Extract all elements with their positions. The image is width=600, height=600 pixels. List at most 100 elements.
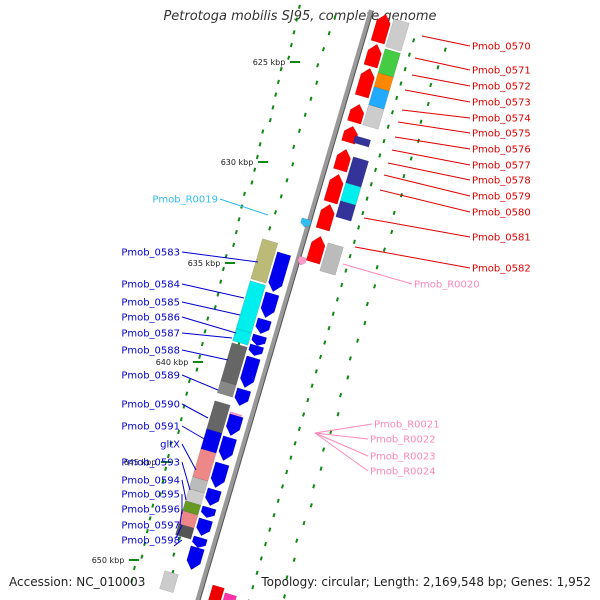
tick-layer: 625 kbp 630 kbp 635 kbp 640 kbp 645 kbp 650 k… — [92, 58, 300, 565]
skew-mark — [297, 128, 301, 134]
trna-label-left-leader — [219, 198, 269, 216]
gene-label-right: Pmob_0582 — [472, 264, 531, 275]
skew-mark — [273, 210, 278, 215]
skew-mark — [319, 354, 323, 360]
gene-label-left: gltX — [160, 440, 180, 451]
skew-mark — [295, 538, 299, 543]
gene-label-left-leader — [181, 316, 237, 334]
gene-label-right-leader — [397, 121, 471, 134]
gene-label-left-leader — [181, 461, 191, 491]
skew-mark — [276, 79, 280, 85]
skew-mark — [306, 397, 310, 403]
tick-label: 640 kbp — [156, 358, 189, 367]
summary-text: Topology: circular; Length: 2,169,548 bp… — [261, 575, 591, 589]
gene-label-right: Pmob_0570 — [472, 42, 531, 53]
skew-mark — [148, 516, 152, 521]
skew-mark — [164, 466, 168, 471]
skew-mark — [302, 520, 306, 526]
skew-mark — [319, 466, 323, 471]
skew-mark — [369, 182, 373, 187]
skew-mark — [187, 378, 191, 384]
skew-mark — [386, 124, 390, 129]
reverse-cds-arrow — [248, 343, 265, 357]
skew-mark — [390, 229, 394, 235]
gene-label-left: Pmob_0589 — [121, 371, 180, 382]
skew-mark — [169, 441, 173, 446]
skew-mark — [316, 63, 320, 68]
skew-mark — [436, 65, 440, 70]
skew-mark — [279, 194, 283, 199]
skew-mark — [195, 367, 199, 372]
skew-mark — [419, 119, 423, 124]
skew-mark — [285, 469, 289, 475]
skew-mark — [375, 265, 379, 270]
skew-mark — [443, 47, 447, 52]
skew-mark — [395, 95, 399, 101]
skew-mark — [333, 15, 337, 20]
forward-cds-arrow — [354, 67, 375, 99]
reverse-cds-arrow — [251, 333, 268, 347]
forward-cds-arrow — [323, 173, 344, 205]
skew-mark — [200, 341, 204, 347]
label-layer: Pmob_0570 Pmob_0571 Pmob_0572 Pmob_0573 Pmob… — [121, 35, 531, 547]
skew-mark — [161, 479, 165, 484]
skew-mark — [407, 52, 411, 57]
skew-mark — [253, 167, 257, 172]
skew-mark — [331, 311, 335, 316]
skew-mark — [258, 142, 262, 147]
gene-label-right-leader — [394, 136, 471, 150]
trna-label-left: Pmob_R0019 — [152, 195, 218, 206]
skew-mark — [352, 239, 356, 245]
gene-label-right-leader — [383, 174, 471, 197]
gene-label-left: Pmob_0586 — [121, 313, 180, 324]
skew-mark — [335, 297, 339, 302]
skew-mark — [264, 541, 268, 547]
skew-mark — [280, 484, 284, 489]
category-block — [377, 48, 401, 78]
skew-mark — [292, 144, 296, 150]
skew-mark — [274, 92, 278, 97]
skew-mark — [361, 210, 365, 216]
reverse-cds-arrow — [210, 461, 230, 489]
skew-mark — [179, 416, 183, 422]
rna-label-right-leader — [342, 263, 413, 285]
gene-label-right: Pmob_0572 — [472, 82, 531, 93]
trna-marker — [300, 217, 312, 228]
skew-mark — [314, 369, 318, 374]
gene-label-right: Pmob_0577 — [472, 161, 531, 172]
skew-mark — [172, 552, 176, 557]
gene-label-right: Pmob_0576 — [472, 145, 531, 156]
skew-mark — [303, 112, 307, 117]
gene-label-left: Pmob_0583 — [121, 248, 180, 259]
gene-label-right: Pmob_0575 — [472, 129, 531, 140]
reverse-cds-arrow — [218, 435, 238, 462]
skew-mark — [315, 80, 319, 85]
gene-label-left-leader — [175, 524, 183, 539]
category-block — [206, 400, 231, 434]
gene-label-right-leader — [354, 246, 471, 269]
gene-label-right-leader — [391, 149, 471, 166]
skew-mark — [140, 554, 144, 559]
gene-label-right-leader — [421, 35, 471, 47]
skew-mark — [276, 498, 280, 504]
skew-mark — [216, 292, 220, 297]
category-block — [175, 523, 195, 540]
skew-mark — [363, 320, 367, 326]
tick-label: 645 kbp — [124, 458, 157, 467]
skew-mark — [255, 570, 259, 575]
skew-mark — [282, 594, 287, 599]
skew-mark — [232, 242, 236, 248]
gene-label-left-leader — [179, 508, 183, 526]
category-block — [319, 242, 344, 276]
skew-mark — [251, 584, 255, 590]
skew-mark — [390, 110, 394, 115]
skew-mark — [259, 556, 263, 561]
skew-mark — [178, 536, 182, 541]
gene-label-left: Pmob_0584 — [121, 280, 180, 291]
partial-feature — [208, 584, 225, 600]
skew-mark — [289, 42, 293, 48]
rna-label-right-leader — [314, 432, 369, 457]
reverse-cds-arrow — [186, 545, 205, 571]
skew-mark — [378, 153, 382, 158]
